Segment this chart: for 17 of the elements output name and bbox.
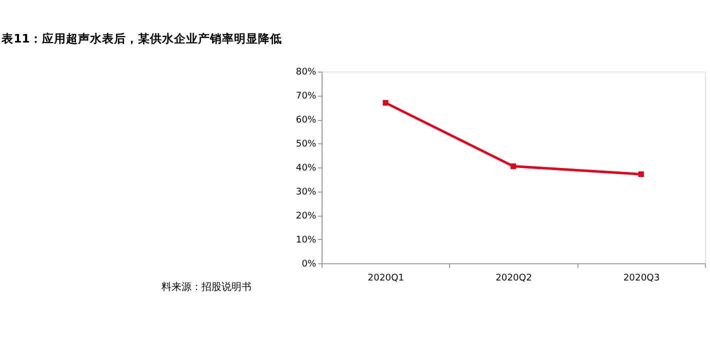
- y-tick-label: 0%: [302, 258, 317, 270]
- point: [638, 171, 644, 178]
- y-tick-label: 10%: [296, 234, 317, 246]
- y-tick-label: 20%: [296, 210, 317, 222]
- y-tick-label: 50%: [296, 138, 317, 150]
- text: 表11：应用超声水表后，某供水企业产销率明显降低: [0, 32, 282, 46]
- y-tick-label: 70%: [296, 90, 317, 102]
- point: [382, 100, 388, 106]
- y-tick-label: 30%: [296, 186, 317, 198]
- x-tick-label: 2020Q3: [623, 272, 660, 284]
- x-tick-label: 2020Q1: [368, 272, 404, 284]
- x-tick-label: 2020Q2: [496, 272, 532, 284]
- y-tick-label: 60%: [296, 114, 317, 126]
- y-tick-label: 80%: [296, 66, 317, 78]
- y-tick-label: 40%: [296, 162, 317, 174]
- text: 料来源：招股说明书: [162, 281, 252, 293]
- point: [510, 164, 516, 170]
